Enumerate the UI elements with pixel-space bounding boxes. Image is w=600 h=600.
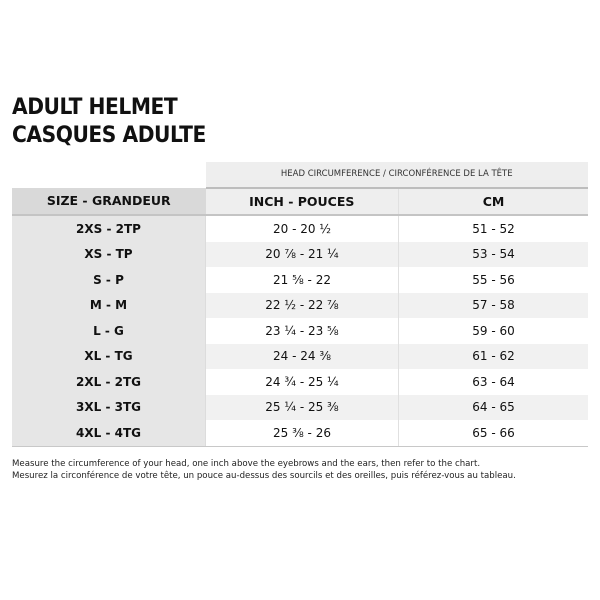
group-header-row: HEAD CIRCUMFERENCE / CIRCONFÉRENCE DE LA… xyxy=(12,162,588,189)
table-row: 3XL - 3TG 25 ¼ - 25 ⅜ 64 - 65 xyxy=(12,394,588,420)
cell-inch: 21 ⅝ - 22 xyxy=(205,267,399,293)
cell-inch: 23 ¼ - 23 ⅝ xyxy=(205,318,399,344)
table-row: S - P 21 ⅝ - 22 55 - 56 xyxy=(12,267,588,293)
cell-cm: 55 - 56 xyxy=(472,272,515,287)
instructions-english: Measure the circumference of your head, … xyxy=(12,459,481,469)
instructions-french: Mesurez la circonférence de votre tête, … xyxy=(12,471,516,481)
cell-cm: 61 - 62 xyxy=(398,343,588,369)
cell-inch: 25 ¼ - 25 ⅜ xyxy=(205,394,399,420)
page-title: ADULT HELMET CASQUES ADULTE xyxy=(12,94,223,150)
size-chart-table: HEAD CIRCUMFERENCE / CIRCONFÉRENCE DE LA… xyxy=(12,162,588,447)
cell-cm: 59 - 60 xyxy=(472,323,515,338)
cell-inch: 24 ¾ - 25 ¼ xyxy=(205,369,399,395)
cell-size: L - G xyxy=(12,318,206,344)
cell-cm: 51 - 52 xyxy=(472,221,515,236)
cell-cm: 57 - 58 xyxy=(398,292,588,318)
title-french: CASQUES ADULTE xyxy=(12,123,206,148)
cell-size: XL - TG xyxy=(12,343,206,369)
cell-inch: 20 ⅞ - 21 ¼ xyxy=(205,241,399,267)
cell-size: 2XS - 2TP xyxy=(12,215,206,242)
cell-cm: 63 - 64 xyxy=(472,374,515,389)
column-header-inch: INCH - POUCES xyxy=(205,187,399,216)
column-header-cm: CM xyxy=(398,187,588,216)
table-row: XS - TP 20 ⅞ - 21 ¼ 53 - 54 xyxy=(12,241,588,267)
cell-inch: 24 - 24 ⅜ xyxy=(205,343,399,369)
cell-cm: 53 - 54 xyxy=(398,241,588,267)
table-row: 2XS - 2TP 20 - 20 ½ 51 - 52 xyxy=(12,215,588,242)
cell-inch: 25 ⅜ - 26 xyxy=(205,420,399,447)
cell-size: 2XL - 2TG xyxy=(12,369,206,395)
cell-size: 4XL - 4TG xyxy=(12,420,206,447)
table-row: XL - TG 24 - 24 ⅜ 61 - 62 xyxy=(12,343,588,369)
head-circumference-header: HEAD CIRCUMFERENCE / CIRCONFÉRENCE DE LA… xyxy=(205,162,588,189)
column-header-size: SIZE - GRANDEUR xyxy=(12,187,206,216)
cell-cm: 64 - 65 xyxy=(398,394,588,420)
measurement-instructions: Measure the circumference of your head, … xyxy=(12,458,516,482)
cell-size: 3XL - 3TG xyxy=(12,394,206,420)
column-header-row: SIZE - GRANDEUR INCH - POUCES CM xyxy=(12,187,588,216)
table-row: L - G 23 ¼ - 23 ⅝ 59 - 60 xyxy=(12,318,588,344)
table-row: 4XL - 4TG 25 ⅜ - 26 65 - 66 xyxy=(12,420,588,447)
table-row: 2XL - 2TG 24 ¾ - 25 ¼ 63 - 64 xyxy=(12,369,588,395)
title-english: ADULT HELMET xyxy=(12,95,178,120)
cell-size: XS - TP xyxy=(12,241,206,267)
cell-inch: 20 - 20 ½ xyxy=(205,215,399,242)
cell-size: M - M xyxy=(12,292,206,318)
table-row: M - M 22 ½ - 22 ⅞ 57 - 58 xyxy=(12,292,588,318)
cell-cm: 65 - 66 xyxy=(398,420,588,447)
cell-inch: 22 ½ - 22 ⅞ xyxy=(205,292,399,318)
cell-size: S - P xyxy=(12,267,206,293)
